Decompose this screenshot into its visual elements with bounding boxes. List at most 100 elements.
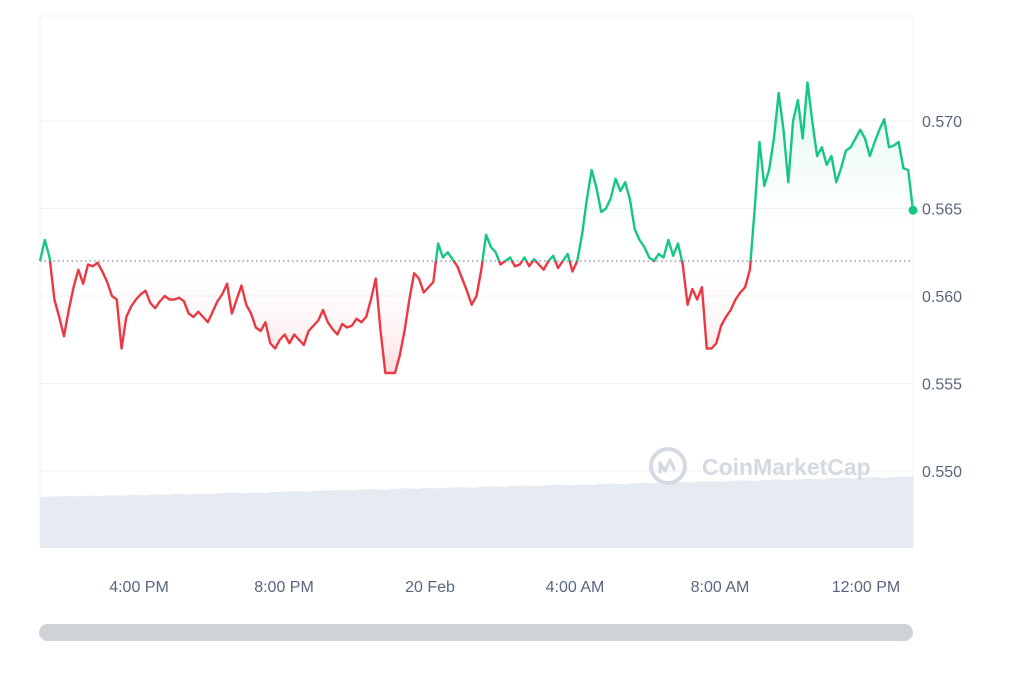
area-fill-up <box>40 82 913 261</box>
x-tick-label: 8:00 AM <box>691 579 750 596</box>
volume-bar <box>607 483 619 548</box>
volume-bar <box>531 486 543 548</box>
volume-bar <box>858 477 870 548</box>
volume-bar <box>694 481 707 548</box>
volume-bar <box>280 491 292 548</box>
volume-bar <box>411 488 423 548</box>
volume-bar <box>378 489 390 548</box>
volume-bar <box>400 488 412 548</box>
volume-bar <box>792 479 805 548</box>
volume-bar <box>247 492 259 548</box>
volume-bar <box>160 494 172 548</box>
price-line-down <box>40 261 752 375</box>
volume-bar <box>498 486 510 548</box>
volume-bar <box>138 495 150 548</box>
area-fill-down <box>40 261 913 373</box>
volume-bar <box>334 490 347 548</box>
volume-bar <box>640 482 652 548</box>
volume-bar <box>367 489 379 548</box>
volume-bar <box>520 485 532 548</box>
volume-bar <box>541 485 554 548</box>
volume-bar <box>803 478 816 548</box>
volume-bar <box>705 481 718 548</box>
volume-bar <box>454 487 467 548</box>
volume-bar <box>552 484 565 548</box>
x-tick-label: 20 Feb <box>405 579 455 596</box>
volume-bar <box>836 478 849 548</box>
volume-bar <box>258 492 270 548</box>
volume-bar <box>181 494 194 548</box>
price-line <box>38 81 915 375</box>
volume-bar <box>662 482 674 548</box>
volume-bar <box>902 476 914 548</box>
watermark: CoinMarketCap <box>649 447 871 485</box>
volume-bar <box>585 484 598 548</box>
chart-range-scrollbar[interactable] <box>39 624 913 641</box>
volume-bar <box>269 492 281 548</box>
area-fill <box>40 82 913 373</box>
volume-bar <box>487 486 499 548</box>
volume-bar <box>192 493 205 548</box>
volume-bar <box>683 482 696 548</box>
volume-bar <box>72 496 85 548</box>
x-axis-labels: 4:00 PM 8:00 PM 20 Feb 4:00 AM 8:00 AM 12:00 … <box>109 579 900 596</box>
volume-bar <box>738 480 750 548</box>
volume-bar <box>618 484 630 548</box>
y-tick-label: 0.550 <box>922 464 962 481</box>
volume-bar <box>83 495 96 548</box>
x-tick-label: 12:00 PM <box>832 579 900 596</box>
volume-bar <box>476 486 488 548</box>
y-axis-labels: 0.550 0.555 0.560 0.565 0.570 <box>922 114 962 481</box>
volume-bar <box>869 477 881 548</box>
volume-bar <box>782 480 794 548</box>
y-tick-label: 0.570 <box>922 114 962 131</box>
volume-bar <box>290 491 303 548</box>
volume-bar <box>651 483 663 548</box>
volume-bar <box>880 477 892 548</box>
watermark-text: CoinMarketCap <box>702 454 871 480</box>
volume-bars <box>40 476 914 548</box>
volume-bar <box>170 494 183 548</box>
volume-bar <box>672 482 685 548</box>
volume-bar <box>716 481 728 548</box>
coinmarketcap-logo-icon <box>649 447 687 485</box>
volume-bar <box>50 496 63 548</box>
volume-bar <box>149 494 161 548</box>
x-tick-label: 4:00 PM <box>109 579 169 596</box>
volume-bar <box>356 489 368 548</box>
y-tick-label: 0.565 <box>922 202 962 219</box>
volume-bar <box>94 496 106 548</box>
volume-bar <box>432 488 445 548</box>
volume-bar <box>214 493 227 548</box>
volume-bar <box>509 486 521 548</box>
volume-bar <box>749 480 761 548</box>
y-tick-label: 0.555 <box>922 377 962 394</box>
volume-bar <box>105 495 117 548</box>
y-tick-label: 0.560 <box>922 289 962 306</box>
volume-bar <box>465 487 477 548</box>
volume-bar <box>771 479 783 548</box>
volume-bar <box>891 476 903 548</box>
volume-bar <box>236 493 248 548</box>
price-line-up <box>38 81 915 261</box>
volume-bar <box>345 490 357 548</box>
volume-bar <box>629 483 641 548</box>
volume-bar <box>847 478 859 548</box>
volume-bar <box>225 492 237 548</box>
volume-bar <box>574 484 587 548</box>
volume-bar <box>312 490 325 548</box>
volume-bar <box>727 480 739 548</box>
volume-bar <box>825 478 838 548</box>
volume-bar <box>443 487 456 548</box>
volume-bar <box>61 496 74 548</box>
x-tick-label: 4:00 AM <box>546 579 605 596</box>
volume-bar <box>127 494 139 548</box>
volume-bar <box>389 488 401 548</box>
last-price-dot[interactable] <box>908 205 918 215</box>
volume-bar <box>116 495 128 548</box>
volume-bar <box>760 480 772 548</box>
volume-bar <box>203 494 216 548</box>
volume-bar <box>40 496 52 548</box>
